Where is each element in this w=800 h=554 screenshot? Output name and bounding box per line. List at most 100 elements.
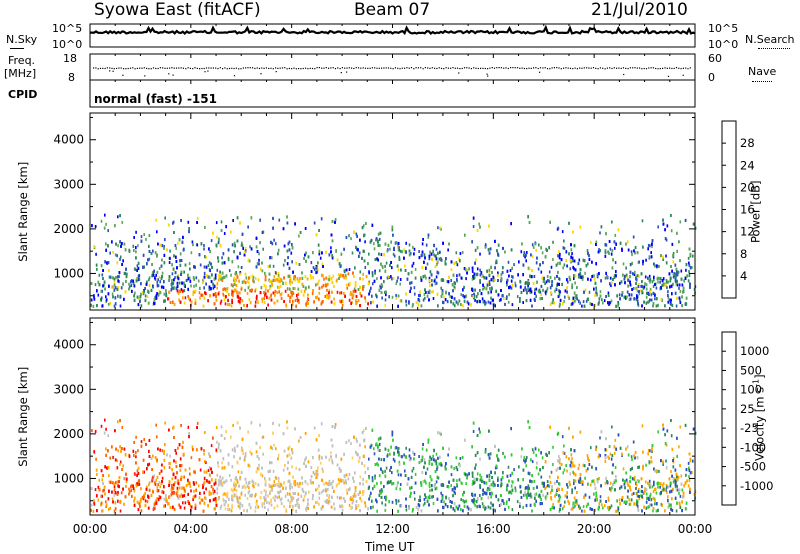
power-cell	[395, 296, 398, 300]
power-cell	[566, 278, 568, 282]
power-cell	[392, 252, 395, 256]
velocity-cell	[384, 469, 386, 473]
velocity-cell	[687, 461, 690, 465]
velocity-cell	[265, 497, 267, 501]
freq-dot	[104, 67, 106, 70]
power-cell	[244, 272, 247, 276]
velocity-cell	[271, 461, 273, 465]
freq-dot	[134, 68, 136, 70]
power-cell	[247, 225, 249, 229]
power-cell	[637, 304, 640, 307]
power-cell	[178, 238, 181, 242]
power-cell	[354, 289, 357, 293]
power-cell	[605, 232, 607, 236]
power-cell	[139, 299, 141, 303]
velocity-cell	[221, 461, 223, 465]
freq-dot	[489, 67, 491, 69]
power-cell	[641, 219, 644, 223]
power-cell	[465, 277, 467, 281]
velocity-cell	[566, 469, 568, 473]
power-cell	[101, 273, 104, 277]
power-cell	[539, 263, 541, 267]
power-cell	[526, 251, 528, 254]
freq-dot	[268, 67, 270, 70]
power-cell	[158, 290, 161, 294]
power-cell	[608, 303, 610, 306]
freq-dot	[503, 67, 505, 69]
power-cell	[176, 289, 179, 293]
power-cell	[317, 268, 319, 272]
power-cell	[113, 304, 116, 308]
power-cell	[652, 304, 654, 308]
power-cell	[548, 279, 551, 283]
power-cell	[643, 285, 645, 289]
power-cell	[546, 287, 549, 291]
power-cell	[666, 280, 668, 284]
power-cell	[611, 281, 613, 285]
velocity-cell	[509, 474, 512, 477]
power-cell	[197, 279, 200, 283]
power-cell	[495, 259, 498, 263]
power-cell	[274, 293, 276, 297]
freq-dot	[613, 67, 615, 69]
power-cell	[344, 294, 346, 298]
power-cell	[248, 259, 251, 263]
power-cell	[153, 297, 156, 301]
freq-dot	[351, 67, 353, 69]
freq-dot	[507, 67, 509, 70]
velocity-cell	[435, 480, 438, 484]
power-cell	[259, 241, 261, 245]
power-cell	[102, 269, 104, 272]
velocity-cell	[692, 459, 694, 463]
power-cell	[312, 251, 314, 255]
power-cell	[199, 263, 202, 267]
power-cell	[246, 279, 249, 283]
power-cell	[210, 280, 213, 284]
power-cell	[273, 275, 276, 279]
power-cell	[183, 247, 185, 251]
power-cell	[614, 261, 617, 264]
freq-dot	[180, 67, 182, 69]
power-cell	[156, 270, 159, 274]
power-cell	[567, 280, 569, 284]
power-cell	[380, 262, 382, 266]
freq-dot	[473, 67, 475, 69]
power-cell	[404, 264, 406, 268]
power-cell	[603, 299, 606, 303]
power-cell	[414, 267, 417, 271]
power-cell	[249, 245, 251, 249]
velocity-cell	[97, 498, 100, 502]
power-cell	[161, 285, 164, 289]
freq-dot	[192, 68, 194, 70]
velocity-cell	[665, 459, 667, 463]
power-cell	[223, 287, 226, 291]
power-cell	[620, 280, 623, 284]
power-cell	[676, 231, 678, 235]
power-cell	[573, 244, 576, 248]
power-cell	[678, 240, 680, 244]
power-cell	[121, 263, 123, 266]
power-cell	[132, 244, 135, 248]
velocity-cell	[138, 502, 140, 506]
velocity-cell	[207, 480, 210, 484]
power-cell	[513, 263, 515, 267]
power-cell	[119, 304, 122, 308]
power-cell	[157, 292, 160, 296]
power-cell	[672, 275, 675, 279]
power-cell	[292, 270, 294, 274]
power-cell	[405, 250, 407, 254]
power-cell	[535, 294, 537, 298]
power-cell	[179, 259, 181, 263]
freq-label: Freq.	[8, 54, 36, 67]
power-cell	[352, 289, 355, 293]
velocity-cell	[397, 481, 399, 485]
power-cell	[144, 287, 146, 290]
noise-trace	[90, 24, 696, 36]
power-cell	[317, 243, 320, 247]
power-cell	[345, 276, 347, 280]
velocity-cell	[233, 446, 236, 450]
power-cell	[289, 287, 291, 291]
power-cell	[196, 221, 198, 224]
power-cell	[209, 294, 211, 298]
power-cell	[356, 234, 358, 238]
